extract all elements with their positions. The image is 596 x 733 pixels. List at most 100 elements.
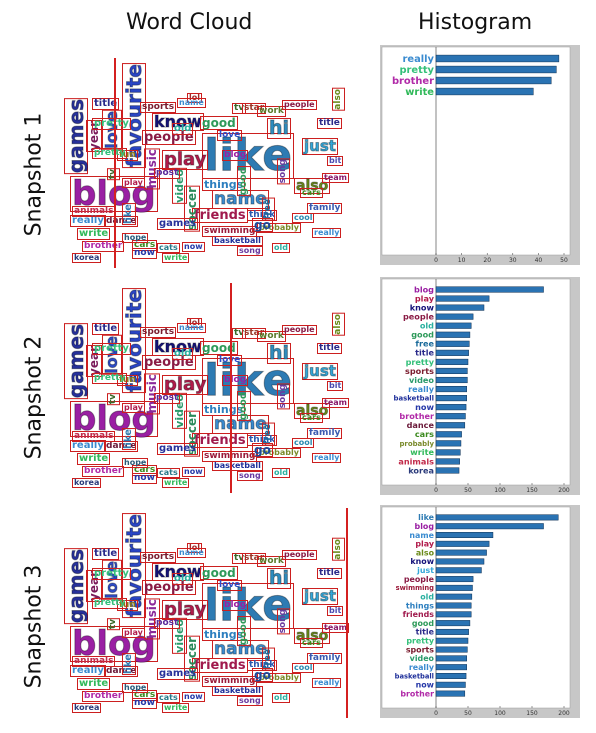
word-cloud-snapshot-2: like blog favourite games know love play name fr… [62, 283, 354, 493]
histogram-tick-label: 50 [464, 710, 472, 717]
histogram-bar [435, 313, 474, 320]
histogram-bar [435, 340, 470, 347]
cloud-word: play [162, 599, 209, 620]
histogram-tick-label: 40 [535, 257, 543, 264]
cloud-word: title [317, 568, 342, 579]
histogram-category-label: just [416, 566, 434, 575]
cloud-word: work [257, 331, 286, 342]
cloud-word: song [237, 696, 263, 706]
histogram-category-label: really [409, 663, 435, 672]
histogram-bar [435, 628, 469, 635]
histogram-category-label: good [411, 330, 434, 340]
histogram-tick-label: 30 [509, 257, 517, 264]
histogram-category-label: play [415, 540, 434, 549]
histogram-category-label: sports [406, 645, 434, 654]
cloud-word: hope [122, 233, 149, 243]
histogram-bar [435, 620, 471, 627]
cloud-word: people [282, 550, 317, 560]
histogram-tick-label: 0 [434, 710, 438, 717]
histogram-bar [435, 440, 462, 447]
histogram-category-label: really [408, 384, 435, 394]
cloud-word: now [182, 242, 205, 252]
cloud-word: name [177, 98, 206, 108]
histogram-bar [435, 672, 467, 679]
cloud-word: cars [132, 240, 158, 251]
cloud-word: family [307, 653, 343, 664]
cloud-word: play [122, 403, 145, 413]
cloud-word: good [237, 391, 251, 422]
cloud-word: also [332, 538, 345, 561]
cloud-word: pretty [92, 373, 128, 384]
histogram-bar [435, 322, 472, 329]
histogram-category-label: animals [398, 456, 434, 466]
histogram-bar [435, 404, 467, 411]
histogram-bar [435, 413, 466, 420]
histogram-bar [435, 286, 544, 293]
histogram-category-label: name [409, 531, 434, 540]
histogram-bar [435, 593, 473, 600]
histogram-category-label: old [420, 592, 434, 601]
histogram-bar [435, 304, 485, 311]
histogram-snapshot-1: really pretty brother write 0 10 20 30 40 50 [380, 45, 580, 265]
cloud-word: probably [257, 673, 301, 683]
histogram-tick-label: 150 [526, 487, 538, 494]
histogram-category-label: title [415, 348, 434, 358]
cloud-word: cars [132, 465, 158, 476]
cloud-word: dance [104, 666, 139, 677]
histogram-bar [435, 87, 534, 96]
cloud-word: think [247, 660, 278, 671]
cloud-word: just [302, 137, 338, 155]
histogram-bar [435, 664, 467, 671]
word-cloud-snapshot-3: like blog favourite games know love play name fr… [62, 508, 354, 718]
histogram-bar [435, 422, 466, 429]
cloud-word: cars [300, 638, 323, 648]
cloud-word: team [322, 398, 349, 408]
cloud-word: song [277, 608, 290, 635]
histogram-svg: likeblognameplayalsoknowjustpeopleswimmi… [380, 505, 580, 718]
cloud-word: play [162, 374, 209, 395]
histogram-category-label: really [403, 54, 435, 65]
histogram-category-label: old [420, 321, 434, 331]
histogram-category-label: now [415, 402, 434, 412]
histogram-bar [435, 576, 474, 583]
cloud-word: blog [222, 600, 249, 611]
cloud-word: write [77, 678, 111, 690]
cloud-word: cars [132, 690, 158, 701]
cloud-word: pretty [92, 148, 128, 159]
cloud-word: friends [192, 208, 248, 223]
histogram-bar [435, 395, 467, 402]
histogram-category-label: now [416, 681, 435, 690]
histogram-category-label: dance [407, 420, 435, 430]
cloud-word: really [70, 215, 106, 227]
cloud-word: really [70, 440, 106, 452]
cloud-word: family [307, 428, 343, 439]
cloud-word: pretty [92, 598, 128, 609]
cloud-word: friends [192, 658, 248, 673]
histogram-bar [435, 458, 460, 465]
cloud-word: also [294, 628, 331, 644]
cloud-word: play [162, 149, 209, 170]
word-cloud-header: Word Cloud [126, 10, 253, 35]
histogram-tick-label: 0 [434, 487, 438, 494]
cloud-word: play [122, 628, 145, 638]
cloud-word: korea [72, 253, 102, 263]
cloud-word: dance [104, 441, 139, 452]
cloud-word: now [132, 698, 157, 709]
histogram-category-label: swimming [396, 584, 435, 592]
cloud-word: star [242, 553, 267, 564]
cloud-word: blog [222, 375, 249, 386]
cloud-word: people [282, 325, 317, 335]
histogram-category-label: video [410, 654, 435, 663]
cloud-word: old [272, 693, 290, 703]
cloud-word: brother [82, 241, 125, 252]
cloud-word: star [242, 103, 267, 114]
snapshot-label-3: Snapshot 3 [21, 564, 47, 689]
cloud-word: things [202, 403, 246, 416]
cloud-word: cats [157, 693, 180, 703]
snapshot-progress-line [114, 58, 116, 268]
cloud-word: also [294, 178, 331, 194]
histogram-bar [435, 331, 471, 338]
cloud-word: name [177, 323, 206, 333]
cloud-word: old [172, 573, 194, 585]
histogram-bar [435, 681, 466, 688]
